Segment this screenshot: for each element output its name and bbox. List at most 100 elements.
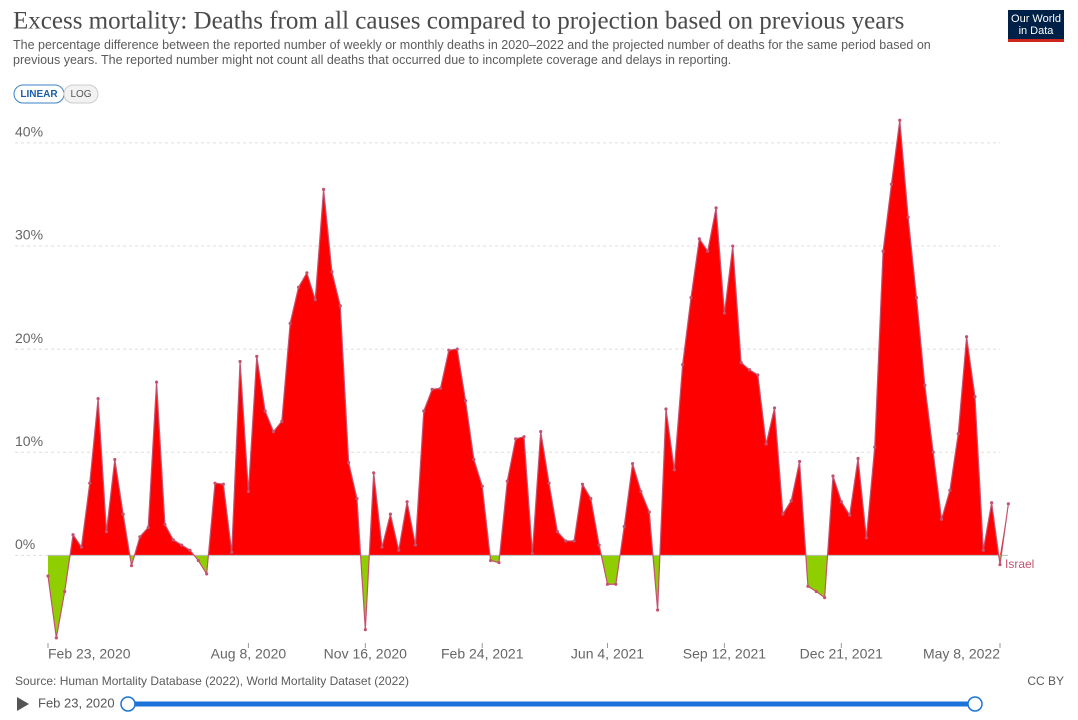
- point: [706, 249, 710, 253]
- y-tick-label: 30%: [15, 227, 43, 243]
- point: [923, 383, 927, 387]
- point: [380, 545, 384, 549]
- point: [46, 574, 50, 578]
- point: [363, 627, 367, 632]
- point: [864, 536, 868, 540]
- point: [497, 560, 501, 565]
- point: [956, 432, 960, 436]
- button-label: LOG: [70, 89, 91, 100]
- button-label: LINEAR: [20, 89, 58, 100]
- point: [455, 347, 459, 351]
- point: [430, 387, 434, 391]
- point: [488, 558, 493, 563]
- point: [806, 584, 810, 588]
- point: [914, 295, 919, 300]
- point: [973, 394, 977, 399]
- point: [589, 497, 593, 501]
- timeline-handle[interactable]: [967, 696, 983, 712]
- point: [196, 558, 200, 563]
- point: [514, 437, 518, 441]
- point: [154, 380, 159, 384]
- y-tick-label: 10%: [15, 433, 43, 449]
- point: [656, 608, 660, 612]
- point: [522, 435, 526, 439]
- point: [121, 512, 125, 516]
- play-button[interactable]: [17, 697, 29, 711]
- point: [338, 304, 342, 308]
- point: [129, 564, 134, 568]
- point: [848, 513, 852, 517]
- x-tick-label: Nov 16, 2020: [324, 646, 407, 662]
- point: [681, 363, 685, 367]
- point: [580, 482, 585, 486]
- point: [839, 500, 843, 504]
- point: [889, 182, 894, 186]
- point: [814, 589, 818, 594]
- point: [372, 471, 376, 475]
- point: [230, 550, 234, 554]
- point: [614, 582, 618, 586]
- point: [305, 271, 309, 275]
- point: [188, 548, 192, 552]
- point: [180, 543, 184, 547]
- x-tick-label: Sep 12, 2021: [683, 646, 767, 662]
- point: [104, 530, 109, 534]
- point: [296, 285, 301, 289]
- point: [213, 481, 217, 485]
- y-tick-label: 0%: [15, 536, 35, 552]
- point: [1006, 502, 1010, 506]
- logo-bar: [1008, 39, 1064, 42]
- x-tick-label: Dec 21, 2021: [800, 646, 883, 662]
- point: [447, 348, 451, 352]
- point: [271, 430, 276, 434]
- point: [530, 551, 534, 555]
- point: [88, 481, 92, 485]
- point: [263, 409, 267, 413]
- series-label: Israel: [1005, 557, 1034, 571]
- point: [722, 311, 727, 315]
- point: [772, 406, 777, 410]
- point: [238, 359, 242, 364]
- point: [355, 497, 359, 501]
- log-button[interactable]: [63, 84, 99, 104]
- point: [63, 589, 67, 594]
- license: CC BY: [1027, 674, 1064, 688]
- point: [789, 499, 793, 503]
- point: [347, 460, 351, 465]
- point: [764, 442, 768, 446]
- timeline-handle[interactable]: [120, 696, 136, 712]
- point: [672, 468, 676, 472]
- point: [630, 461, 635, 466]
- point: [547, 481, 551, 485]
- point: [948, 488, 952, 493]
- point: [939, 517, 944, 521]
- point: [747, 368, 752, 372]
- point: [54, 636, 58, 640]
- chart-subtitle: The percentage difference between the re…: [13, 38, 931, 67]
- point: [964, 335, 969, 339]
- logo-text: Our World: [1011, 13, 1061, 25]
- area-negative: [48, 555, 1002, 638]
- x-tick-label: Aug 8, 2020: [211, 646, 287, 662]
- point: [797, 459, 802, 464]
- point: [597, 543, 601, 547]
- point: [831, 474, 835, 478]
- point: [873, 445, 877, 449]
- point: [689, 295, 693, 300]
- point: [280, 419, 284, 423]
- logo[interactable]: [1008, 10, 1064, 42]
- point: [931, 450, 935, 454]
- subtitle-box: The percentage difference between the re…: [13, 38, 931, 67]
- point: [246, 489, 251, 494]
- point: [480, 484, 484, 488]
- point: [572, 539, 576, 543]
- area-positive: [48, 120, 1009, 556]
- x-tick-label: May 8, 2022: [923, 646, 1000, 662]
- point: [823, 596, 827, 600]
- point: [413, 543, 418, 547]
- point: [647, 510, 651, 514]
- point: [622, 524, 626, 529]
- point: [71, 533, 75, 537]
- point: [96, 397, 100, 401]
- y-tick-label: 20%: [15, 330, 43, 346]
